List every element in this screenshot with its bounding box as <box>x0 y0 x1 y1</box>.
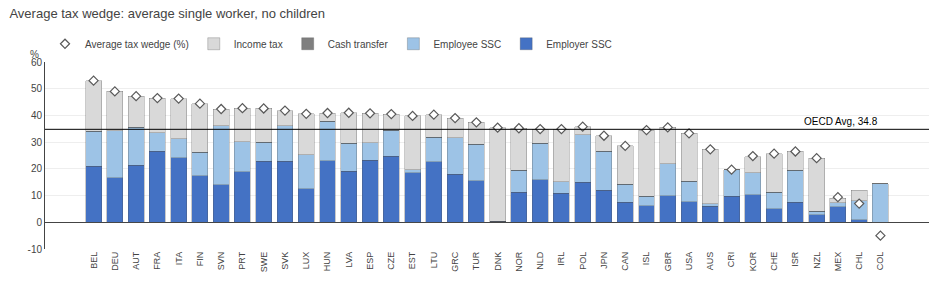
svg-text:%: % <box>30 49 39 60</box>
svg-text:CZE: CZE <box>386 252 396 270</box>
svg-text:EST: EST <box>407 251 417 269</box>
svg-text:COL: COL <box>875 252 885 271</box>
svg-text:GBR: GBR <box>663 251 673 271</box>
svg-text:Employer SSC: Employer SSC <box>546 39 612 50</box>
svg-text:30: 30 <box>31 137 43 148</box>
svg-text:ISR: ISR <box>790 251 800 267</box>
svg-text:20: 20 <box>31 163 43 174</box>
svg-text:JPN: JPN <box>599 252 609 269</box>
svg-text:OECD Avg, 34.8: OECD Avg, 34.8 <box>804 116 878 127</box>
svg-text:10: 10 <box>31 190 43 201</box>
svg-text:SWE: SWE <box>259 252 269 273</box>
svg-text:Average tax wedge (%): Average tax wedge (%) <box>85 39 189 50</box>
svg-text:Cash transfer: Cash transfer <box>328 39 389 50</box>
svg-text:FIN: FIN <box>195 252 205 267</box>
svg-text:HUN: HUN <box>322 252 332 272</box>
svg-text:ITA: ITA <box>174 252 184 265</box>
svg-text:50: 50 <box>31 83 43 94</box>
svg-text:CHE: CHE <box>769 252 779 271</box>
svg-text:DEU: DEU <box>110 252 120 271</box>
svg-text:MEX: MEX <box>833 252 843 272</box>
svg-text:Employee SSC: Employee SSC <box>433 39 501 50</box>
svg-text:AUT: AUT <box>131 251 141 270</box>
svg-text:NZL: NZL <box>812 252 822 269</box>
svg-text:LTU: LTU <box>429 252 439 268</box>
svg-text:BEL: BEL <box>89 252 99 269</box>
svg-text:CAN: CAN <box>620 252 630 271</box>
svg-text:AUS: AUS <box>705 252 715 271</box>
svg-text:PRT: PRT <box>237 251 247 269</box>
svg-text:TUR: TUR <box>471 251 481 270</box>
svg-text:ISL: ISL <box>641 252 651 266</box>
svg-text:LUX: LUX <box>301 252 311 270</box>
svg-text:NLD: NLD <box>535 251 545 270</box>
svg-text:USA: USA <box>684 252 694 271</box>
svg-text:SVN: SVN <box>216 252 226 271</box>
svg-text:POL: POL <box>578 252 588 270</box>
svg-text:GRC: GRC <box>450 251 460 272</box>
svg-text:KOR: KOR <box>748 251 758 271</box>
svg-text:FRA: FRA <box>152 252 162 270</box>
svg-text:CHL: CHL <box>854 252 864 270</box>
svg-text:Average tax wedge: average sin: Average tax wedge: average single worker… <box>9 6 325 21</box>
svg-text:60: 60 <box>31 57 43 68</box>
svg-text:LVA: LVA <box>344 252 354 268</box>
svg-text:40: 40 <box>31 110 43 121</box>
svg-text:NOR: NOR <box>514 251 524 272</box>
svg-text:CRI: CRI <box>726 252 736 268</box>
svg-text:0: 0 <box>36 217 42 228</box>
svg-text:DNK: DNK <box>493 252 503 271</box>
svg-text:-10: -10 <box>28 244 43 255</box>
svg-text:Income tax: Income tax <box>234 39 283 50</box>
svg-text:SVK: SVK <box>280 252 290 270</box>
svg-text:ESP: ESP <box>365 252 375 270</box>
svg-text:IRL: IRL <box>556 252 566 266</box>
